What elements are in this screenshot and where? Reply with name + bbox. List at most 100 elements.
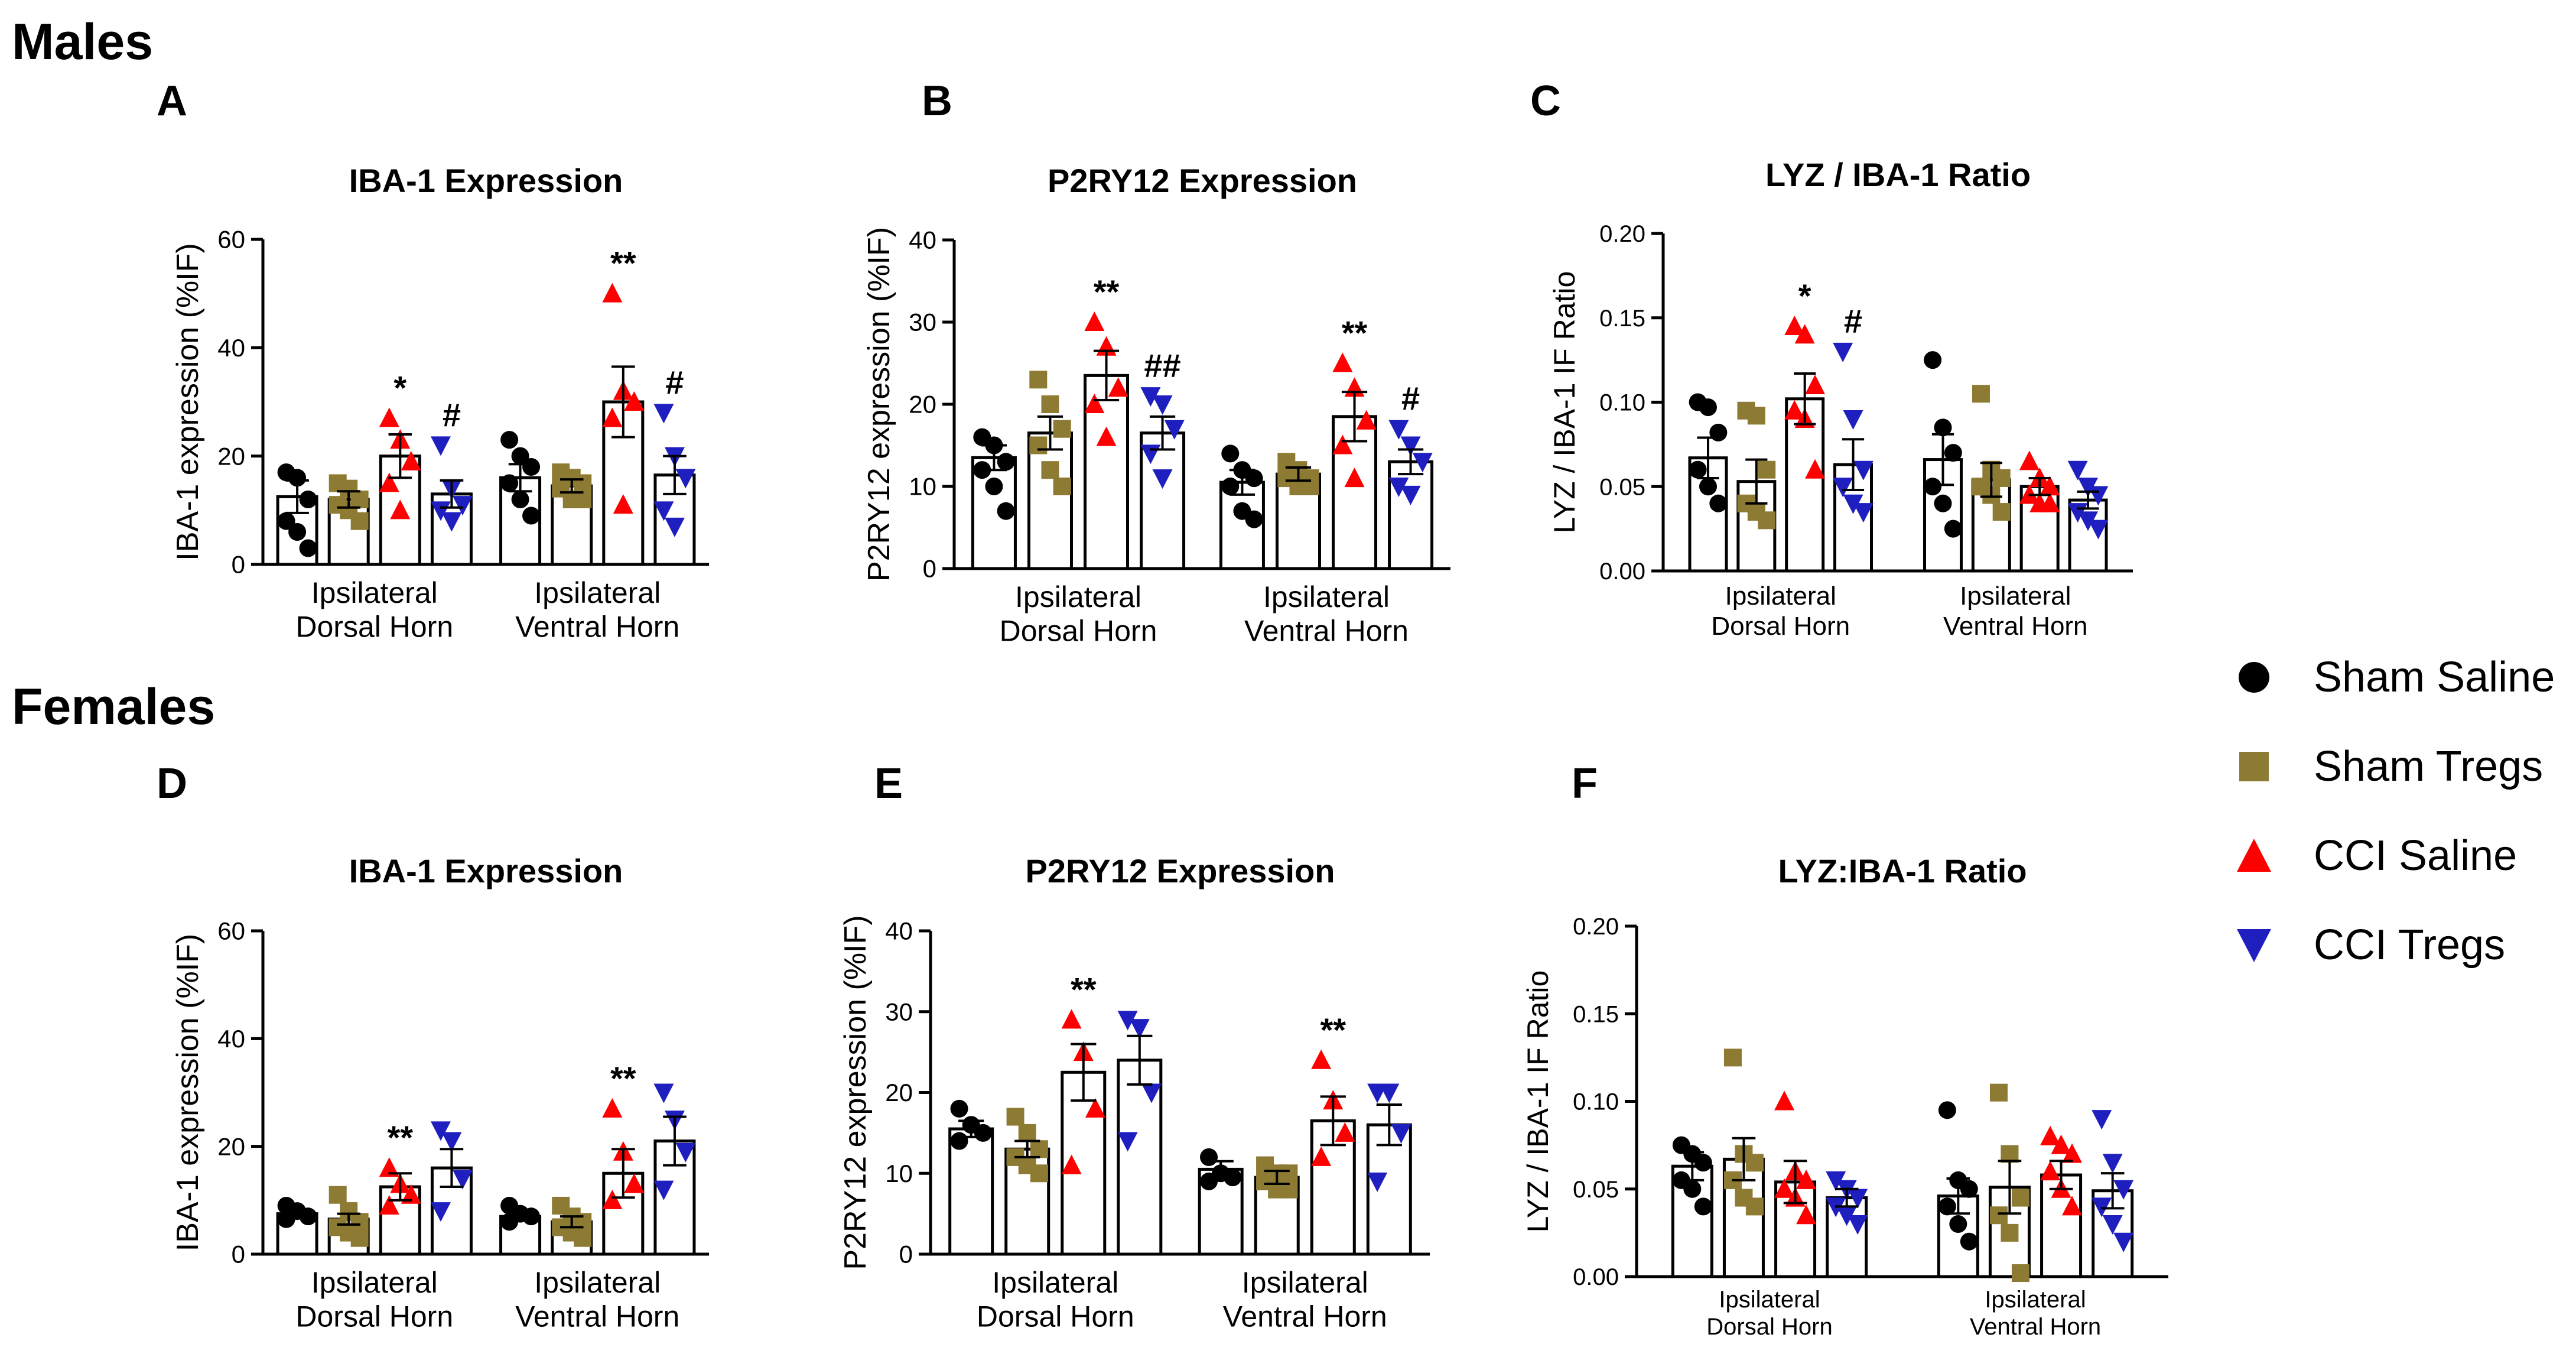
data-point [1992, 503, 2011, 521]
x-tick-label: Dorsal Horn [295, 611, 453, 644]
y-tick-label: 20 [885, 1079, 913, 1106]
data-point [1699, 478, 1717, 496]
panel-letter: E [874, 760, 903, 807]
data-point [1041, 395, 1059, 413]
y-axis-label: IBA-1 expression (%IF) [171, 934, 205, 1252]
data-point [1085, 1098, 1105, 1118]
legend-item: CCI Tregs [2233, 900, 2564, 989]
data-point [430, 436, 451, 456]
data-point [401, 450, 421, 470]
data-point [1061, 1154, 1082, 1174]
data-point [1108, 377, 1128, 397]
data-point [288, 523, 307, 541]
y-tick-label: 0.05 [1599, 474, 1645, 500]
significance-mark: # [1844, 303, 1862, 340]
data-point [1796, 1169, 1817, 1189]
y-tick-label: 10 [909, 473, 936, 501]
x-tick-label: Ipsilateral [1960, 582, 2071, 611]
data-point [1335, 1122, 1355, 1142]
data-point [1388, 478, 1409, 497]
significance-mark: # [665, 363, 684, 401]
data-point [675, 469, 696, 489]
data-point [1747, 407, 1765, 425]
x-tick-label: Ipsilateral [311, 1266, 438, 1299]
y-tick-label: 0 [232, 551, 245, 579]
y-tick-label: 0 [232, 1241, 245, 1268]
data-point [1280, 1164, 1298, 1183]
data-point [653, 501, 674, 521]
data-point [653, 1180, 674, 1200]
legend-label: CCI Tregs [2314, 921, 2506, 969]
data-point [1117, 1132, 1138, 1152]
panel-a: A IBA-1 Expression 0 20 40 60 IBA-1 expression… [157, 77, 709, 644]
x-tick-label: Ventral Horn [1970, 1314, 2101, 1340]
triangle-down-icon [2237, 929, 2271, 962]
data-point [1745, 1197, 1764, 1216]
data-point [1400, 485, 1421, 505]
y-tick-label: 60 [217, 226, 245, 254]
data-point [379, 472, 399, 492]
data-point [1794, 324, 1815, 344]
y-axis-label: P2RY12 expression (%IF) [838, 915, 873, 1270]
data-point [1944, 520, 1962, 538]
data-point [1960, 1232, 1978, 1251]
data-point [602, 1098, 623, 1118]
section-label-males: Males [12, 14, 153, 70]
data-point [328, 1186, 347, 1204]
chart-title: P2RY12 Expression [1026, 852, 1335, 889]
panel-letter: F [1572, 760, 1598, 807]
data-point [1096, 426, 1117, 446]
data-point [1709, 494, 1728, 512]
data-point [2092, 1110, 2112, 1130]
x-tick-label: Dorsal Horn [1706, 1314, 1832, 1340]
data-point [1853, 460, 1874, 481]
legend-item: CCI Saline [2233, 811, 2564, 900]
data-point [2113, 1232, 2134, 1252]
data-point [1117, 1011, 1138, 1031]
data-point [2062, 1196, 2083, 1216]
data-point [1084, 311, 1105, 331]
panel-letter: A [157, 77, 187, 125]
data-point [1774, 1178, 1795, 1198]
chart-title: IBA-1 Expression [349, 162, 623, 199]
data-point [1836, 1206, 1857, 1226]
y-tick-label: 40 [217, 1025, 245, 1053]
y-tick-label: 0.15 [1573, 1001, 1619, 1027]
data-point [2078, 478, 2099, 498]
data-point [2040, 492, 2060, 512]
data-point [1843, 494, 1863, 514]
chart-title: LYZ / IBA-1 Ratio [1765, 156, 2031, 193]
data-point [2078, 511, 2099, 531]
legend-item: Sham Saline [2233, 632, 2564, 722]
data-point [1833, 342, 1853, 362]
x-tick-label: Ipsilateral [1725, 582, 1836, 611]
data-point [1412, 453, 1433, 473]
data-point [602, 407, 623, 427]
data-point [2001, 1223, 2019, 1242]
data-point [1152, 469, 1173, 489]
data-point [974, 1124, 992, 1142]
x-tick-label: Dorsal Horn [295, 1300, 453, 1333]
data-point [379, 1157, 399, 1177]
y-tick-label: 0.20 [1599, 221, 1645, 247]
significance-mark: ** [388, 1119, 414, 1156]
data-point [1041, 461, 1059, 479]
significance-mark: * [393, 369, 406, 407]
y-tick-label: 0.00 [1573, 1264, 1619, 1290]
data-point [1826, 1171, 1846, 1191]
data-point [1949, 1215, 1967, 1233]
data-point [1989, 1083, 2008, 1102]
chart-title: IBA-1 Expression [349, 852, 623, 889]
data-point [2040, 1161, 2061, 1181]
data-point [2011, 1264, 2029, 1283]
x-tick-label: Ventral Horn [1943, 612, 2088, 641]
data-point [1989, 1206, 2008, 1225]
x-tick-label: Ventral Horn [1244, 615, 1409, 648]
data-point [1699, 398, 1717, 417]
data-point [653, 1083, 674, 1103]
data-point [1006, 1108, 1024, 1126]
panel-f: F LYZ:IBA-1 Ratio 0.00 0.05 0.10 0.15 0.20 LYZ … [1521, 760, 2168, 1340]
data-point [574, 1229, 592, 1247]
bar [948, 1127, 994, 1256]
